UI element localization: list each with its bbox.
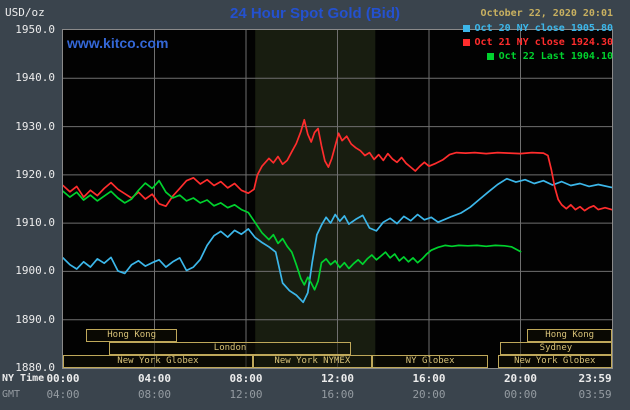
legend-label-oct22: Oct 22 Last 1904.10: [498, 51, 613, 62]
session-box-hong-kong: Hong Kong: [85, 329, 178, 342]
x-tick-ny-time: 12:00: [320, 372, 355, 385]
chart-title: 24 Hour Spot Gold (Bid): [230, 5, 400, 22]
x-tick-ny-time: 08:00: [229, 372, 263, 385]
x-tick-gmt: 00:00: [503, 388, 538, 401]
y-axis-tick-label: 1880.0: [15, 361, 55, 374]
x-tick-ny-time: 00:00: [46, 372, 80, 385]
y-axis-tick-label: 1910.0: [15, 216, 55, 230]
x-tick-ny-time: 04:00: [137, 372, 172, 385]
x-tick-gmt: 12:00: [229, 388, 263, 401]
x-tick-ny-time: 20:00: [503, 372, 538, 385]
legend-swatch-oct20: [462, 25, 470, 32]
legend-swatch-oct21: [462, 39, 470, 46]
x-tick-gmt: 16:00: [320, 388, 355, 401]
x-tick-ny-time: 23:59: [578, 372, 612, 385]
legend-label-oct21: Oct 21 NY close 1924.30: [474, 37, 613, 48]
series-line-oct20: [63, 177, 612, 304]
legend: Oct 20 NY close 1905.80 Oct 21 NY close …: [462, 23, 613, 62]
ny-time-axis-label: NY Time: [2, 373, 45, 384]
plot-area: Hong Kong Hong Kong London Sydney New York G…: [62, 29, 613, 369]
series-line-oct22: [63, 179, 522, 291]
x-tick-gmt: 08:00: [137, 388, 172, 401]
y-axis-tick-label: 1950.0: [15, 23, 55, 36]
series-line-oct21: [63, 118, 612, 212]
legend-swatch-oct22: [486, 53, 494, 60]
gmt-axis-label: GMT: [2, 389, 21, 400]
chart-svg: [63, 30, 612, 368]
chart-datetime: October 22, 2020 20:01: [480, 8, 613, 19]
legend-item-oct21: Oct 21 NY close 1924.30: [462, 37, 613, 48]
x-tick-gmt: 20:00: [412, 388, 446, 401]
session-box-new-york-globex: New York Globex: [63, 355, 253, 368]
y-axis-tick-label: 1920.0: [15, 167, 55, 181]
legend-label-oct20: Oct 20 NY close 1905.80: [474, 23, 613, 34]
x-axis-ny-row: 00:00 04:00 08:00 12:00 16:00 20:00 23:59: [46, 372, 612, 385]
x-axis-gmt-row: 04:00 08:00 12:00 16:00 20:00 00:00 03:59: [46, 388, 612, 401]
session-box-sydney: Sydney: [499, 342, 612, 355]
y-axis-tick-label: 1940.0: [15, 71, 55, 85]
x-tick-ny-time: 16:00: [412, 372, 446, 385]
nymex-session-band: [255, 30, 376, 368]
x-tick-gmt: 04:00: [46, 388, 80, 401]
legend-item-oct20: Oct 20 NY close 1905.80: [462, 23, 613, 34]
session-box-new-york-nymex: New York NYMEX: [252, 355, 372, 368]
legend-item-oct22: Oct 22 Last 1904.10: [486, 51, 613, 62]
kitco-watermark-link[interactable]: www.kitco.com: [67, 35, 169, 51]
x-tick-gmt: 03:59: [578, 388, 612, 401]
session-box-hong-kong: Hong Kong: [527, 329, 612, 342]
y-axis-tick-label: 1890.0: [15, 312, 55, 326]
y-axis-units-label: USD/oz: [5, 6, 45, 19]
session-box-new-york-globex: New York Globex: [497, 355, 612, 368]
y-axis-tick-label: 1930.0: [15, 119, 55, 133]
session-box-london: London: [108, 342, 352, 355]
y-axis: 1950.0 1940.0 1930.0 1920.0 1910.0 1900.0 1890…: [0, 24, 58, 374]
session-box-ny-globex: NY Globex: [371, 355, 489, 368]
y-axis-tick-label: 1900.0: [15, 264, 55, 278]
market-sessions: Hong Kong Hong Kong London Sydney New York G…: [63, 30, 612, 368]
